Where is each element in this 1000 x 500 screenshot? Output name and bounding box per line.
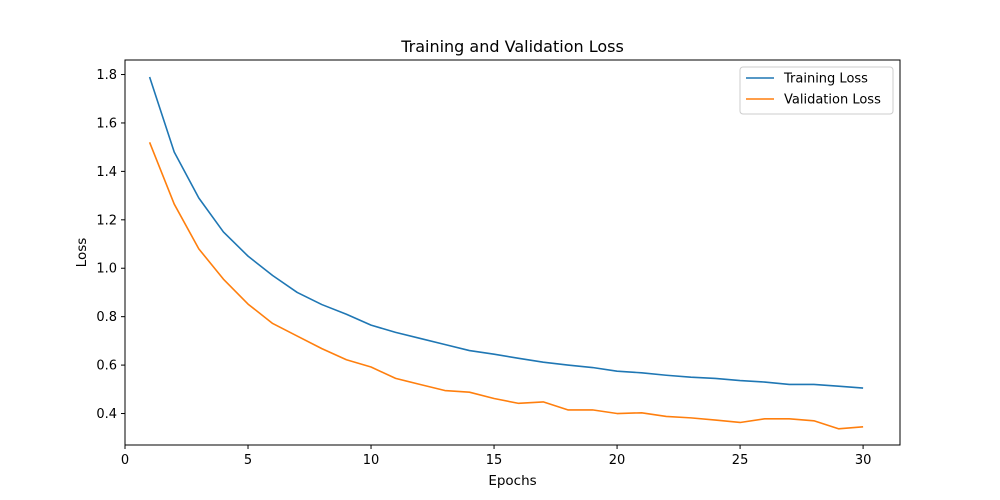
- plot-lines: [148, 76, 864, 430]
- y-tick-label: 0.4: [96, 407, 117, 422]
- x-tick-label: 5: [244, 453, 252, 468]
- y-tick-label: 1.6: [96, 116, 117, 131]
- legend-label: Training Loss: [783, 72, 868, 87]
- legend: Training Loss Validation Loss: [739, 66, 894, 115]
- y-tick-label: 1.8: [96, 68, 117, 83]
- y-tick-label: 1.4: [96, 165, 117, 180]
- legend-box: [739, 66, 894, 115]
- x-tick-label: 25: [732, 453, 749, 468]
- series-line-training-loss: [148, 76, 864, 389]
- x-tick-label: 0: [121, 453, 129, 468]
- y-axis-label: Loss: [74, 238, 90, 268]
- x-tick-label: 15: [486, 453, 503, 468]
- y-tick-label: 0.6: [96, 359, 117, 374]
- series-line-validation-loss: [148, 142, 864, 430]
- x-tick-label: 20: [609, 453, 626, 468]
- axes: 0 5 10 15 20 25 30 0.4 0.6 0.8 1.0 1.2 1.4 1.6 1.8: [96, 68, 871, 468]
- chart-title: Training and Validation Loss: [400, 37, 624, 56]
- y-tick-label: 0.8: [96, 310, 117, 325]
- x-axis-label: Epochs: [488, 473, 536, 489]
- plot-frame: [124, 59, 901, 446]
- x-tick-label: 30: [855, 453, 872, 468]
- y-tick-label: 1.0: [96, 262, 117, 277]
- x-tick-label: 10: [363, 453, 380, 468]
- y-tick-label: 1.2: [96, 213, 117, 228]
- legend-label: Validation Loss: [784, 93, 881, 108]
